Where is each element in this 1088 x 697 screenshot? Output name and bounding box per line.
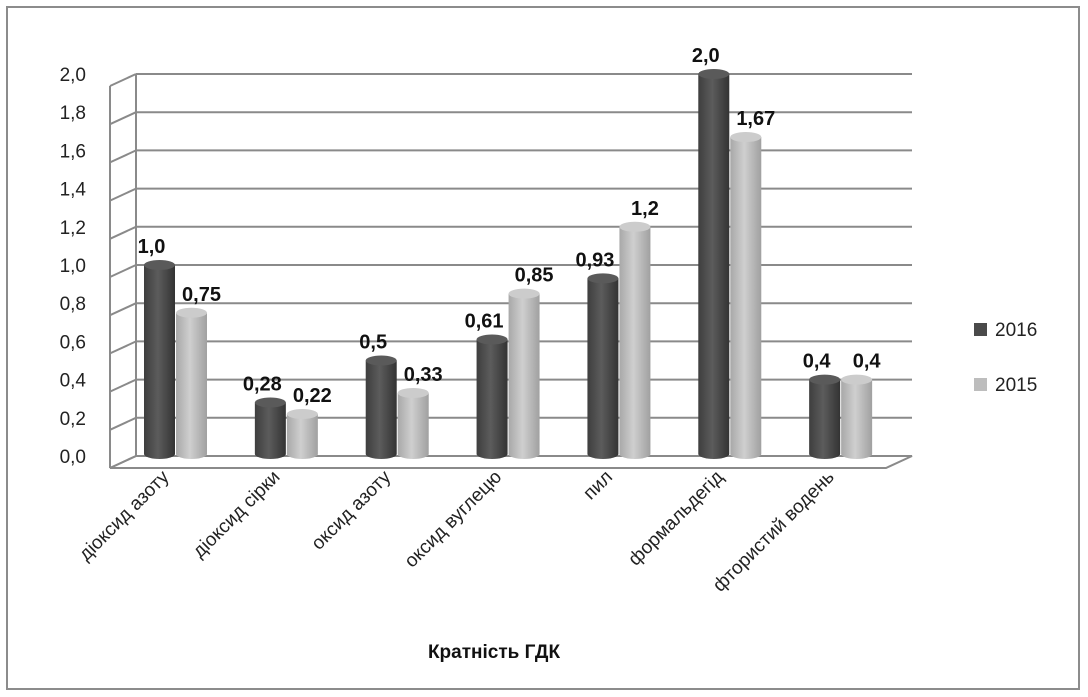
data-label-2015-1: 0,22 [293, 385, 332, 407]
legend: 2016 2015 [974, 320, 1037, 396]
bars [144, 69, 873, 459]
bar-2015-3 [508, 293, 540, 459]
y-tick-label: 1,6 [60, 141, 86, 162]
bar-2016-5 [698, 74, 730, 459]
y-tick-label: 0,6 [60, 332, 86, 353]
y-tick-label: 1,2 [60, 218, 86, 239]
data-label-2016-5: 2,0 [692, 45, 720, 67]
bar-2016-2 [365, 360, 397, 459]
bar-top-2016-6 [809, 374, 841, 385]
data-label-2016-1: 0,28 [243, 374, 282, 396]
x-category-label: пил [579, 467, 616, 504]
y-tick-label: 0,2 [60, 409, 86, 430]
data-label-2016-4: 0,93 [575, 249, 614, 271]
gridline-depth [109, 149, 137, 164]
gridline-depth [109, 416, 137, 431]
y-tick-label: 0,0 [60, 447, 86, 468]
bar-2015-1 [286, 413, 318, 459]
y-tick-label: 1,0 [60, 256, 86, 277]
gridline-depth [109, 264, 137, 278]
legend-label-2015: 2015 [995, 375, 1037, 396]
x-category-label: формальдегід [624, 467, 727, 570]
bar-top-2015-6 [841, 374, 873, 385]
y-tick-label: 2,0 [60, 65, 86, 86]
bar-2016-6 [809, 379, 841, 459]
x-axis-title: Кратність ГДК [428, 642, 560, 663]
bar-2016-4 [587, 278, 619, 459]
bar-top-2015-0 [176, 307, 207, 318]
gridline-depth [109, 340, 137, 355]
bar-top-2016-2 [365, 355, 397, 366]
bar-top-2015-2 [397, 387, 429, 398]
bar-2016-1 [254, 402, 286, 459]
bar-2016-0 [144, 265, 175, 459]
legend-swatch-2016 [974, 323, 987, 336]
y-tick-label: 1,4 [60, 180, 87, 201]
data-label-2015-5: 1,67 [736, 108, 775, 130]
x-category-label: діоксид азоту [75, 466, 174, 565]
y-tick-label: 0,8 [60, 294, 86, 315]
data-label-2015-4: 1,2 [631, 198, 659, 220]
data-label-2016-6: 0,4 [803, 351, 832, 373]
x-category-label: оксид азоту [308, 466, 396, 554]
gridline-depth [109, 111, 137, 126]
gridline-depth [109, 378, 137, 393]
bar-top-2015-5 [730, 132, 762, 143]
y-axis-ticks: 0,0 0,2 0,4 0,6 0,8 1,0 1,2 1,4 1,6 1,8 2,0 [60, 65, 87, 468]
bar-2016-3 [476, 339, 508, 459]
gridline-depth [109, 225, 137, 240]
bar-top-2015-4 [619, 221, 651, 232]
bar-2015-5 [730, 137, 762, 459]
data-label-2016-2: 0,5 [359, 332, 387, 354]
bar-2015-2 [397, 392, 429, 459]
data-labels: 1,0 0,75 0,28 0,22 0,5 0,33 0,61 0,85 0,93 1,2 2,0… [138, 45, 882, 407]
bar-2015-4 [619, 226, 651, 459]
x-category-label: діоксид сірки [189, 467, 285, 563]
bar-top-2015-1 [286, 408, 318, 419]
data-label-2015-2: 0,33 [404, 364, 443, 386]
bar-top-2015-3 [508, 288, 540, 299]
data-label-2015-6: 0,4 [853, 351, 882, 373]
bar-top-2016-1 [254, 397, 286, 408]
data-label-2015-3: 0,85 [515, 265, 554, 287]
bar-2015-6 [841, 379, 873, 459]
gridline-depth [109, 73, 137, 87]
data-label-2016-0: 1,0 [138, 236, 166, 258]
data-label-2016-3: 0,61 [465, 310, 504, 332]
bar-top-2016-0 [144, 260, 175, 270]
floor [109, 455, 913, 469]
gridline-depth [109, 187, 137, 202]
x-axis-categories: діоксид азоту діоксид сірки оксид азоту окс… [75, 466, 839, 596]
bar-top-2016-4 [587, 273, 619, 284]
y-tick-label: 0,4 [60, 371, 87, 392]
legend-label-2016: 2016 [995, 320, 1037, 341]
x-category-label: фтористий водень [709, 467, 839, 597]
gridline-depth [109, 302, 137, 317]
y-tick-label: 1,8 [60, 103, 86, 124]
bar-top-2016-3 [476, 334, 508, 345]
bar-2015-0 [176, 312, 207, 459]
bar-top-2016-5 [698, 69, 730, 79]
legend-swatch-2015 [974, 378, 987, 391]
data-label-2015-0: 0,75 [182, 284, 221, 306]
x-category-label: оксид вуглецю [401, 467, 506, 572]
